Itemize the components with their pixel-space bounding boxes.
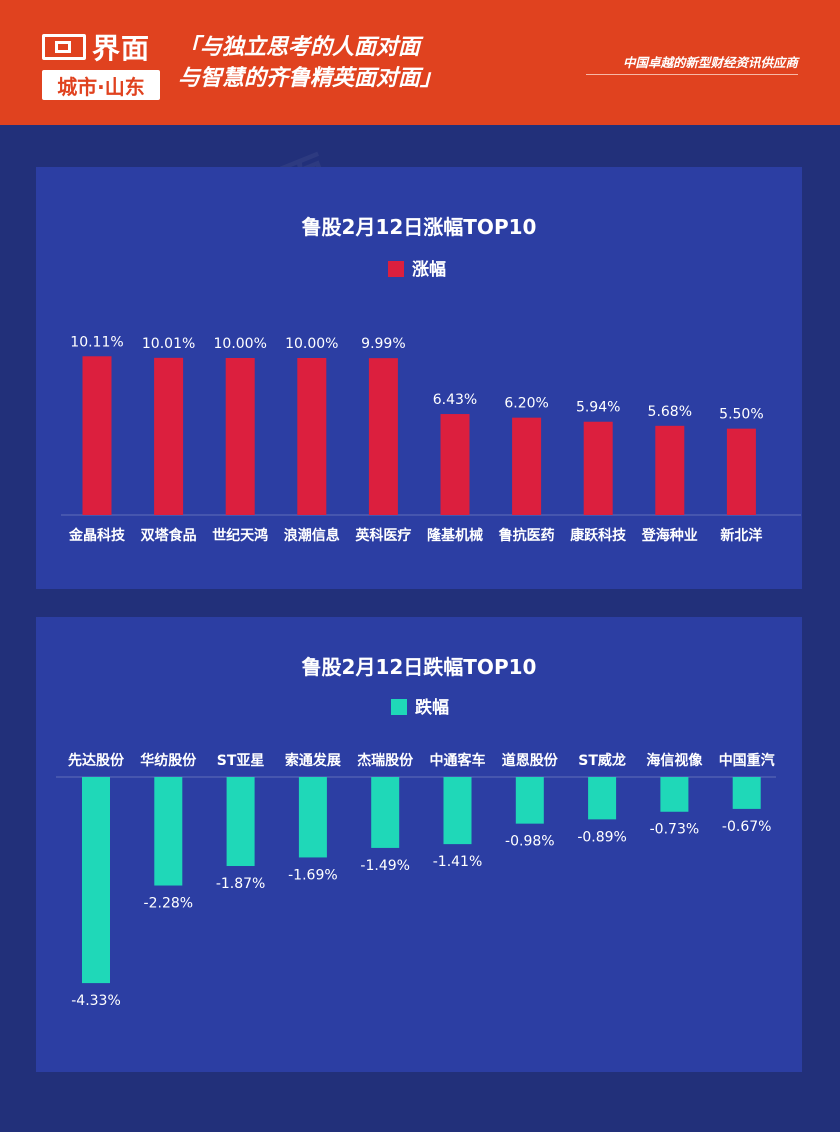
gainers-legend-label: 涨幅 <box>412 259 446 280</box>
losers-category-label: ST亚星 <box>217 753 265 769</box>
header-banner: 界面 城市·山东 「与独立思考的人面对面 与智慧的齐鲁精英面对面」 中国卓越的新… <box>0 0 840 125</box>
gainers-chart: 鲁股2月12日涨幅TOP10 涨幅 10.11% 金晶科技 10.01% 双塔食品 10… <box>61 215 801 544</box>
logo-mark-icon <box>42 34 86 60</box>
gainers-legend-swatch <box>388 261 404 277</box>
gainers-bar <box>225 358 255 515</box>
gainers-value-label: 10.00% <box>214 336 267 352</box>
losers-value-label: -0.89% <box>577 829 627 845</box>
slogan: 「与独立思考的人面对面 与智慧的齐鲁精英面对面」 <box>178 32 442 94</box>
gainers-bar <box>440 414 470 515</box>
gainers-value-label: 5.94% <box>576 400 620 416</box>
slogan-line-2: 与智慧的齐鲁精英面对面」 <box>178 66 443 91</box>
gainers-category-label: 双塔食品 <box>141 527 197 544</box>
losers-chart: 鲁股2月12日跌幅TOP10 跌幅 -4.33% 先达股份 -2.28% 华纺股份 -1… <box>56 655 776 1009</box>
gainers-category-label: 鲁抗医药 <box>498 527 555 544</box>
slogan-line-1: 「与独立思考的人面对面 <box>178 35 421 60</box>
gainers-value-label: 10.01% <box>142 336 195 352</box>
gainers-bar <box>368 358 398 515</box>
losers-category-label: 中国重汽 <box>719 752 775 769</box>
losers-value-label: -1.49% <box>360 858 410 874</box>
losers-category-label: 杰瑞股份 <box>357 752 414 769</box>
losers-title: 鲁股2月12日跌幅TOP10 <box>302 655 537 679</box>
gainers-bar <box>583 421 613 515</box>
logo-brand: 界面 <box>92 32 151 65</box>
gainers-bar <box>512 417 542 515</box>
gainers-category-label: 隆基机械 <box>427 527 483 544</box>
losers-value-label: -1.69% <box>288 867 338 883</box>
losers-category-label: 华纺股份 <box>140 752 197 769</box>
gainers-category-label: 金晶科技 <box>68 527 126 544</box>
losers-value-label: -1.87% <box>216 876 266 892</box>
losers-bar <box>82 777 110 984</box>
losers-category-label: 中通客车 <box>430 752 486 769</box>
gainers-bar <box>726 428 756 515</box>
logo-subtitle: 城市·山东 <box>42 70 160 100</box>
tagline-divider <box>586 74 798 75</box>
gainers-category-label: 英科医疗 <box>354 527 411 544</box>
gainers-category-label: 登海种业 <box>641 527 698 544</box>
losers-bar <box>226 777 255 867</box>
gainers-panel: 鲁股2月12日涨幅TOP10 涨幅 10.11% 金晶科技 10.01% 双塔食品 10… <box>36 167 802 589</box>
losers-value-label: -2.28% <box>144 896 194 912</box>
losers-category-label: 海信视像 <box>646 752 703 769</box>
gainers-category-label: 新北洋 <box>720 527 762 544</box>
losers-value-label: -0.98% <box>505 834 555 850</box>
gainers-bar <box>297 358 327 515</box>
gainers-value-label: 9.99% <box>361 336 405 352</box>
losers-value-label: -4.33% <box>71 993 121 1009</box>
losers-category-label: 索通发展 <box>285 752 341 769</box>
gainers-category-label: 世纪天鸿 <box>212 527 268 544</box>
losers-bar <box>443 777 472 845</box>
losers-category-label: 道恩股份 <box>502 752 559 769</box>
losers-value-label: -0.67% <box>722 819 772 835</box>
losers-value-label: -1.41% <box>433 854 483 870</box>
gainers-bar <box>655 425 685 515</box>
losers-bar <box>732 777 761 809</box>
losers-category-label: ST威龙 <box>578 752 626 769</box>
losers-bar <box>588 777 617 820</box>
gainers-bar <box>82 356 112 515</box>
losers-category-label: 先达股份 <box>68 752 125 769</box>
losers-bar <box>371 777 400 848</box>
losers-bar <box>298 777 327 858</box>
gainers-value-label: 10.11% <box>70 334 123 350</box>
gainers-category-label: 浪潮信息 <box>284 527 340 544</box>
gainers-value-label: 5.50% <box>719 407 763 423</box>
gainers-value-label: 6.20% <box>504 396 548 412</box>
gainers-value-label: 5.68% <box>648 404 692 420</box>
logo: 界面 城市·山东 <box>42 30 164 100</box>
gainers-category-label: 康跃科技 <box>570 527 627 544</box>
losers-legend-label: 跌幅 <box>415 697 449 718</box>
losers-bar <box>154 777 183 886</box>
tagline: 中国卓越的新型财经资讯供应商 <box>622 55 798 70</box>
losers-value-label: -0.73% <box>650 822 700 838</box>
losers-legend-swatch <box>391 699 407 715</box>
losers-bar <box>515 777 544 824</box>
gainers-title: 鲁股2月12日涨幅TOP10 <box>302 215 537 239</box>
gainers-value-label: 6.43% <box>433 392 477 408</box>
losers-panel: 鲁股2月12日跌幅TOP10 跌幅 -4.33% 先达股份 -2.28% 华纺股份 -1… <box>36 617 802 1072</box>
gainers-bar <box>154 357 184 515</box>
losers-bar <box>660 777 689 812</box>
gainers-value-label: 10.00% <box>285 336 338 352</box>
